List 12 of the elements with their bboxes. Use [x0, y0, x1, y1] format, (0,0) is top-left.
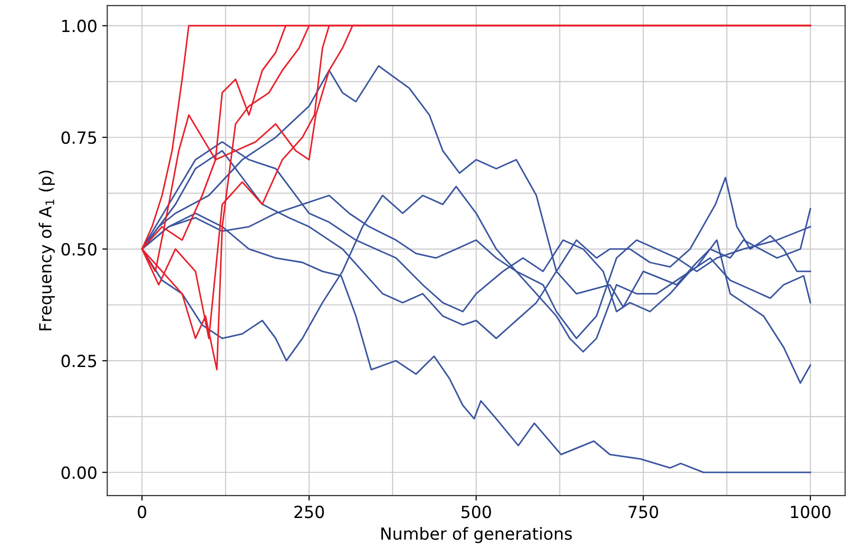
x-tick-label: 250: [294, 506, 324, 518]
x-tick-label: 750: [628, 506, 658, 518]
x-tick-label: 0: [138, 506, 146, 518]
y-tick-label: 1.00: [62, 20, 96, 32]
y-tick-label: 0.75: [62, 131, 96, 144]
y-axis-title: Frequency of A$_{1}$ (p): [38, 170, 55, 330]
y-tick-label: 0.50: [62, 243, 96, 256]
y-tick-label: 0.25: [62, 354, 96, 368]
x-tick-label: 500: [462, 506, 491, 518]
y-tick-label: 0.00: [62, 466, 96, 479]
x-axis-title: Number of generations: [381, 527, 572, 544]
x-tick-label: 1000: [790, 506, 830, 518]
